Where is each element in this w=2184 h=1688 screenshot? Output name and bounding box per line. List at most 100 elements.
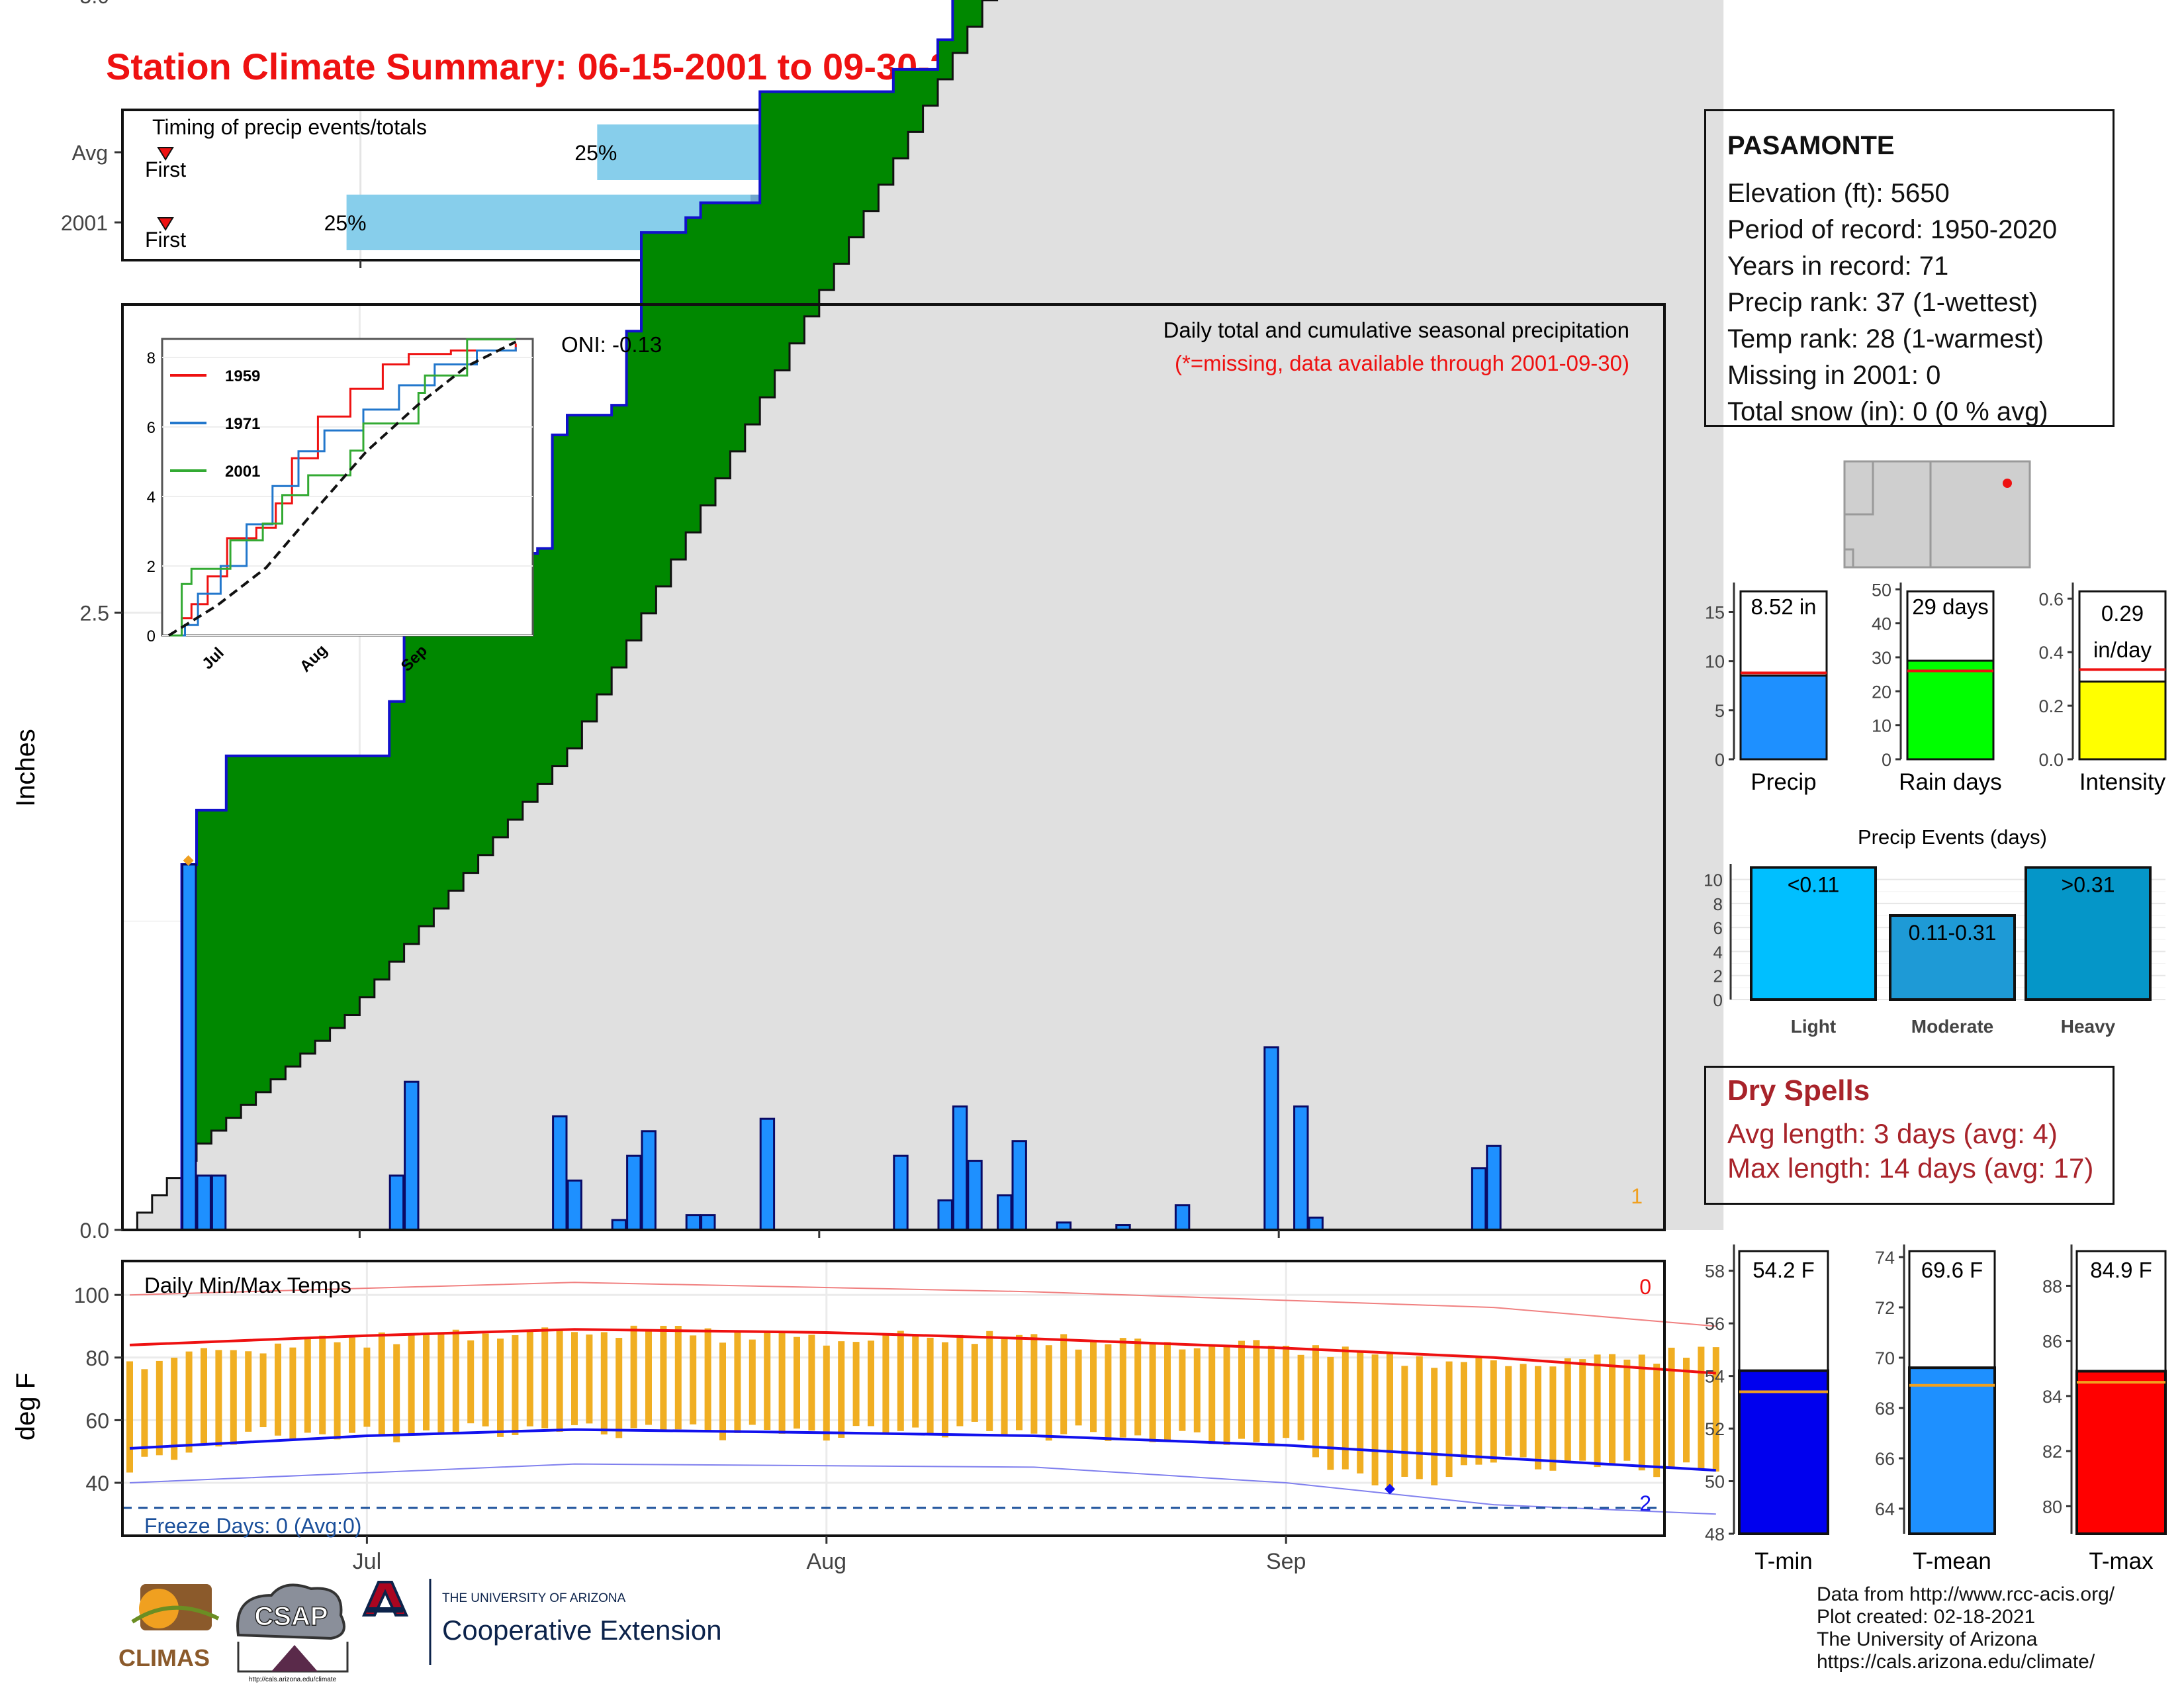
daily-temp-range-bar — [1075, 1349, 1082, 1426]
surplus-fill — [641, 232, 657, 614]
footer-line: Plot created: 02-18-2021 — [1817, 1606, 2036, 1628]
daily-temp-range-bar — [674, 1326, 682, 1430]
dry-spells-avg: Avg length: 3 days (avg: 4) — [1727, 1118, 2058, 1149]
temp-summary-t-min: 48 50 52 54 56 58 54.2 F T-min — [1705, 1244, 1833, 1574]
inset-y-tick: 8 — [147, 350, 156, 367]
daily-temp-range-bar — [1371, 1354, 1379, 1485]
ua-top-text: THE UNIVERSITY OF ARIZONA — [442, 1591, 626, 1605]
dry-spells-title: Dry Spells — [1727, 1074, 1870, 1107]
surplus-fill — [819, 91, 835, 291]
surplus-fill — [730, 203, 746, 451]
daily-temp-range-bar — [289, 1347, 296, 1439]
temp-summary-tick-label: 84 — [2042, 1387, 2062, 1407]
daily-temp-range-bar — [586, 1335, 593, 1424]
surplus-fill — [908, 69, 924, 132]
daily-temp-range-bar — [334, 1342, 341, 1440]
summary-tick-label: 15 — [1705, 603, 1725, 623]
daily-precip-bar — [567, 1179, 582, 1231]
daily-temp-range-bar — [126, 1361, 133, 1473]
logos: CLIMAS CSAP http://cals.arizona.edu/climat… — [118, 1579, 722, 1683]
station-line: Total snow (in): 0 (0 % avg) — [1727, 397, 2048, 426]
inset-y-tick: 2 — [147, 558, 156, 576]
footer-line: The University of Arizona — [1817, 1628, 2038, 1650]
daily-precip-bar — [210, 1174, 227, 1231]
summary-tick-label: 0 — [1715, 750, 1725, 770]
daily-temp-range-bar — [1461, 1362, 1467, 1466]
daily-precip-bar — [388, 1174, 405, 1231]
daily-precip-bar — [700, 1214, 716, 1231]
surplus-fill — [552, 434, 568, 767]
temp-panel-frame — [121, 1260, 1666, 1537]
temp-summary-value-label: 54.2 F — [1752, 1258, 1815, 1282]
daily-temp-range-bar — [1712, 1347, 1719, 1472]
daily-temp-range-bar — [660, 1325, 667, 1431]
daily-temp-range-bar — [630, 1325, 637, 1429]
daily-temp-range-bar — [171, 1357, 178, 1460]
events-tick-label: 2 — [1713, 966, 1723, 986]
event-bar — [1889, 914, 2016, 1001]
daily-precip-bar — [1011, 1140, 1027, 1231]
daily-temp-range-bar — [1208, 1344, 1216, 1444]
surplus-fill — [211, 810, 227, 1131]
timing-row-label: 2001 — [61, 211, 108, 235]
ua-main-text: Cooperative Extension — [442, 1615, 722, 1646]
daily-temp-range-bar — [408, 1333, 415, 1436]
temp-summary-bar — [1908, 1366, 1996, 1535]
daily-temp-range-bar — [719, 1342, 726, 1440]
daily-precip-bar — [1174, 1204, 1191, 1231]
csap-cloud-icon — [236, 1583, 345, 1640]
daily-temp-range-bar — [201, 1348, 207, 1444]
events-tick-label: 10 — [1704, 870, 1723, 890]
daily-temp-range-bar — [497, 1338, 504, 1437]
event-category-label: Light — [1791, 1016, 1836, 1037]
daily-precip-bar — [759, 1117, 776, 1231]
surplus-fill — [670, 232, 686, 560]
daily-precip-bar — [997, 1194, 1013, 1231]
inset-legend-label: 1971 — [225, 415, 260, 433]
summary-value-bar — [1906, 659, 1995, 761]
temp-summary-name: T-min — [1754, 1548, 1813, 1574]
csap-logo-text: CSAP — [254, 1602, 328, 1631]
daily-temp-range-bar — [1535, 1366, 1541, 1470]
daily-temp-range-bar — [1312, 1345, 1319, 1458]
temp-series-line — [129, 1282, 1716, 1327]
surplus-fill — [330, 755, 345, 1028]
temp-summary-value-label: 69.6 F — [1921, 1258, 1983, 1282]
daily-temp-range-bar — [1342, 1346, 1349, 1470]
daily-temp-range-bar — [1638, 1354, 1645, 1471]
inset-series-line — [169, 338, 516, 637]
event-bar-label: >0.31 — [2062, 872, 2115, 896]
summary-tick-label: 50 — [1872, 580, 1891, 600]
daily-precip-bar — [967, 1160, 983, 1231]
event-category-label: Heavy — [2061, 1016, 2116, 1037]
temp-summary-tick-label: 54 — [1705, 1367, 1725, 1387]
surplus-fill — [715, 203, 731, 479]
surplus-fill — [848, 91, 864, 238]
summary-tick-label: 0.6 — [2038, 589, 2064, 609]
daily-temp-range-bar — [467, 1340, 475, 1424]
temp-series-line — [129, 1428, 1716, 1472]
surplus-fill — [567, 415, 582, 749]
hot-days-count: 0 — [1639, 1275, 1651, 1299]
daily-temp-range-bar — [1475, 1356, 1482, 1465]
surplus-fill — [419, 553, 434, 927]
temp-summary-tick-label: 72 — [1875, 1298, 1895, 1318]
daily-temp-range-bar — [556, 1329, 563, 1432]
temp-y-tick-label: 80 — [85, 1346, 109, 1370]
temp-y-axis-label: deg F — [11, 1373, 40, 1440]
daily-temp-range-bar — [1179, 1349, 1186, 1431]
daily-temp-range-bar — [1401, 1366, 1408, 1477]
temp-summary-name: T-max — [2089, 1548, 2154, 1574]
summary-chart-rain-days: 0 10 20 30 40 50 29 days Rain days — [1872, 580, 2002, 795]
temp-summary-tick-label: 82 — [2042, 1442, 2062, 1462]
events-tick-label: 6 — [1713, 918, 1723, 938]
dry-spells-box: Dry Spells Avg length: 3 days (avg: 4) M… — [1704, 1066, 2115, 1205]
daily-temp-range-bar — [1105, 1344, 1112, 1441]
daily-temp-range-bar — [1134, 1338, 1142, 1436]
daily-precip-bar — [1308, 1216, 1324, 1231]
daily-temp-range-bar — [897, 1331, 904, 1431]
summary-chart-intensity: 0.0 0.2 0.4 0.6 0.29 in/day Intensity — [2038, 583, 2172, 795]
daily-temp-range-bar — [1445, 1361, 1453, 1477]
timing-row-label: Avg — [71, 141, 108, 165]
daily-precip-bar — [952, 1105, 968, 1231]
